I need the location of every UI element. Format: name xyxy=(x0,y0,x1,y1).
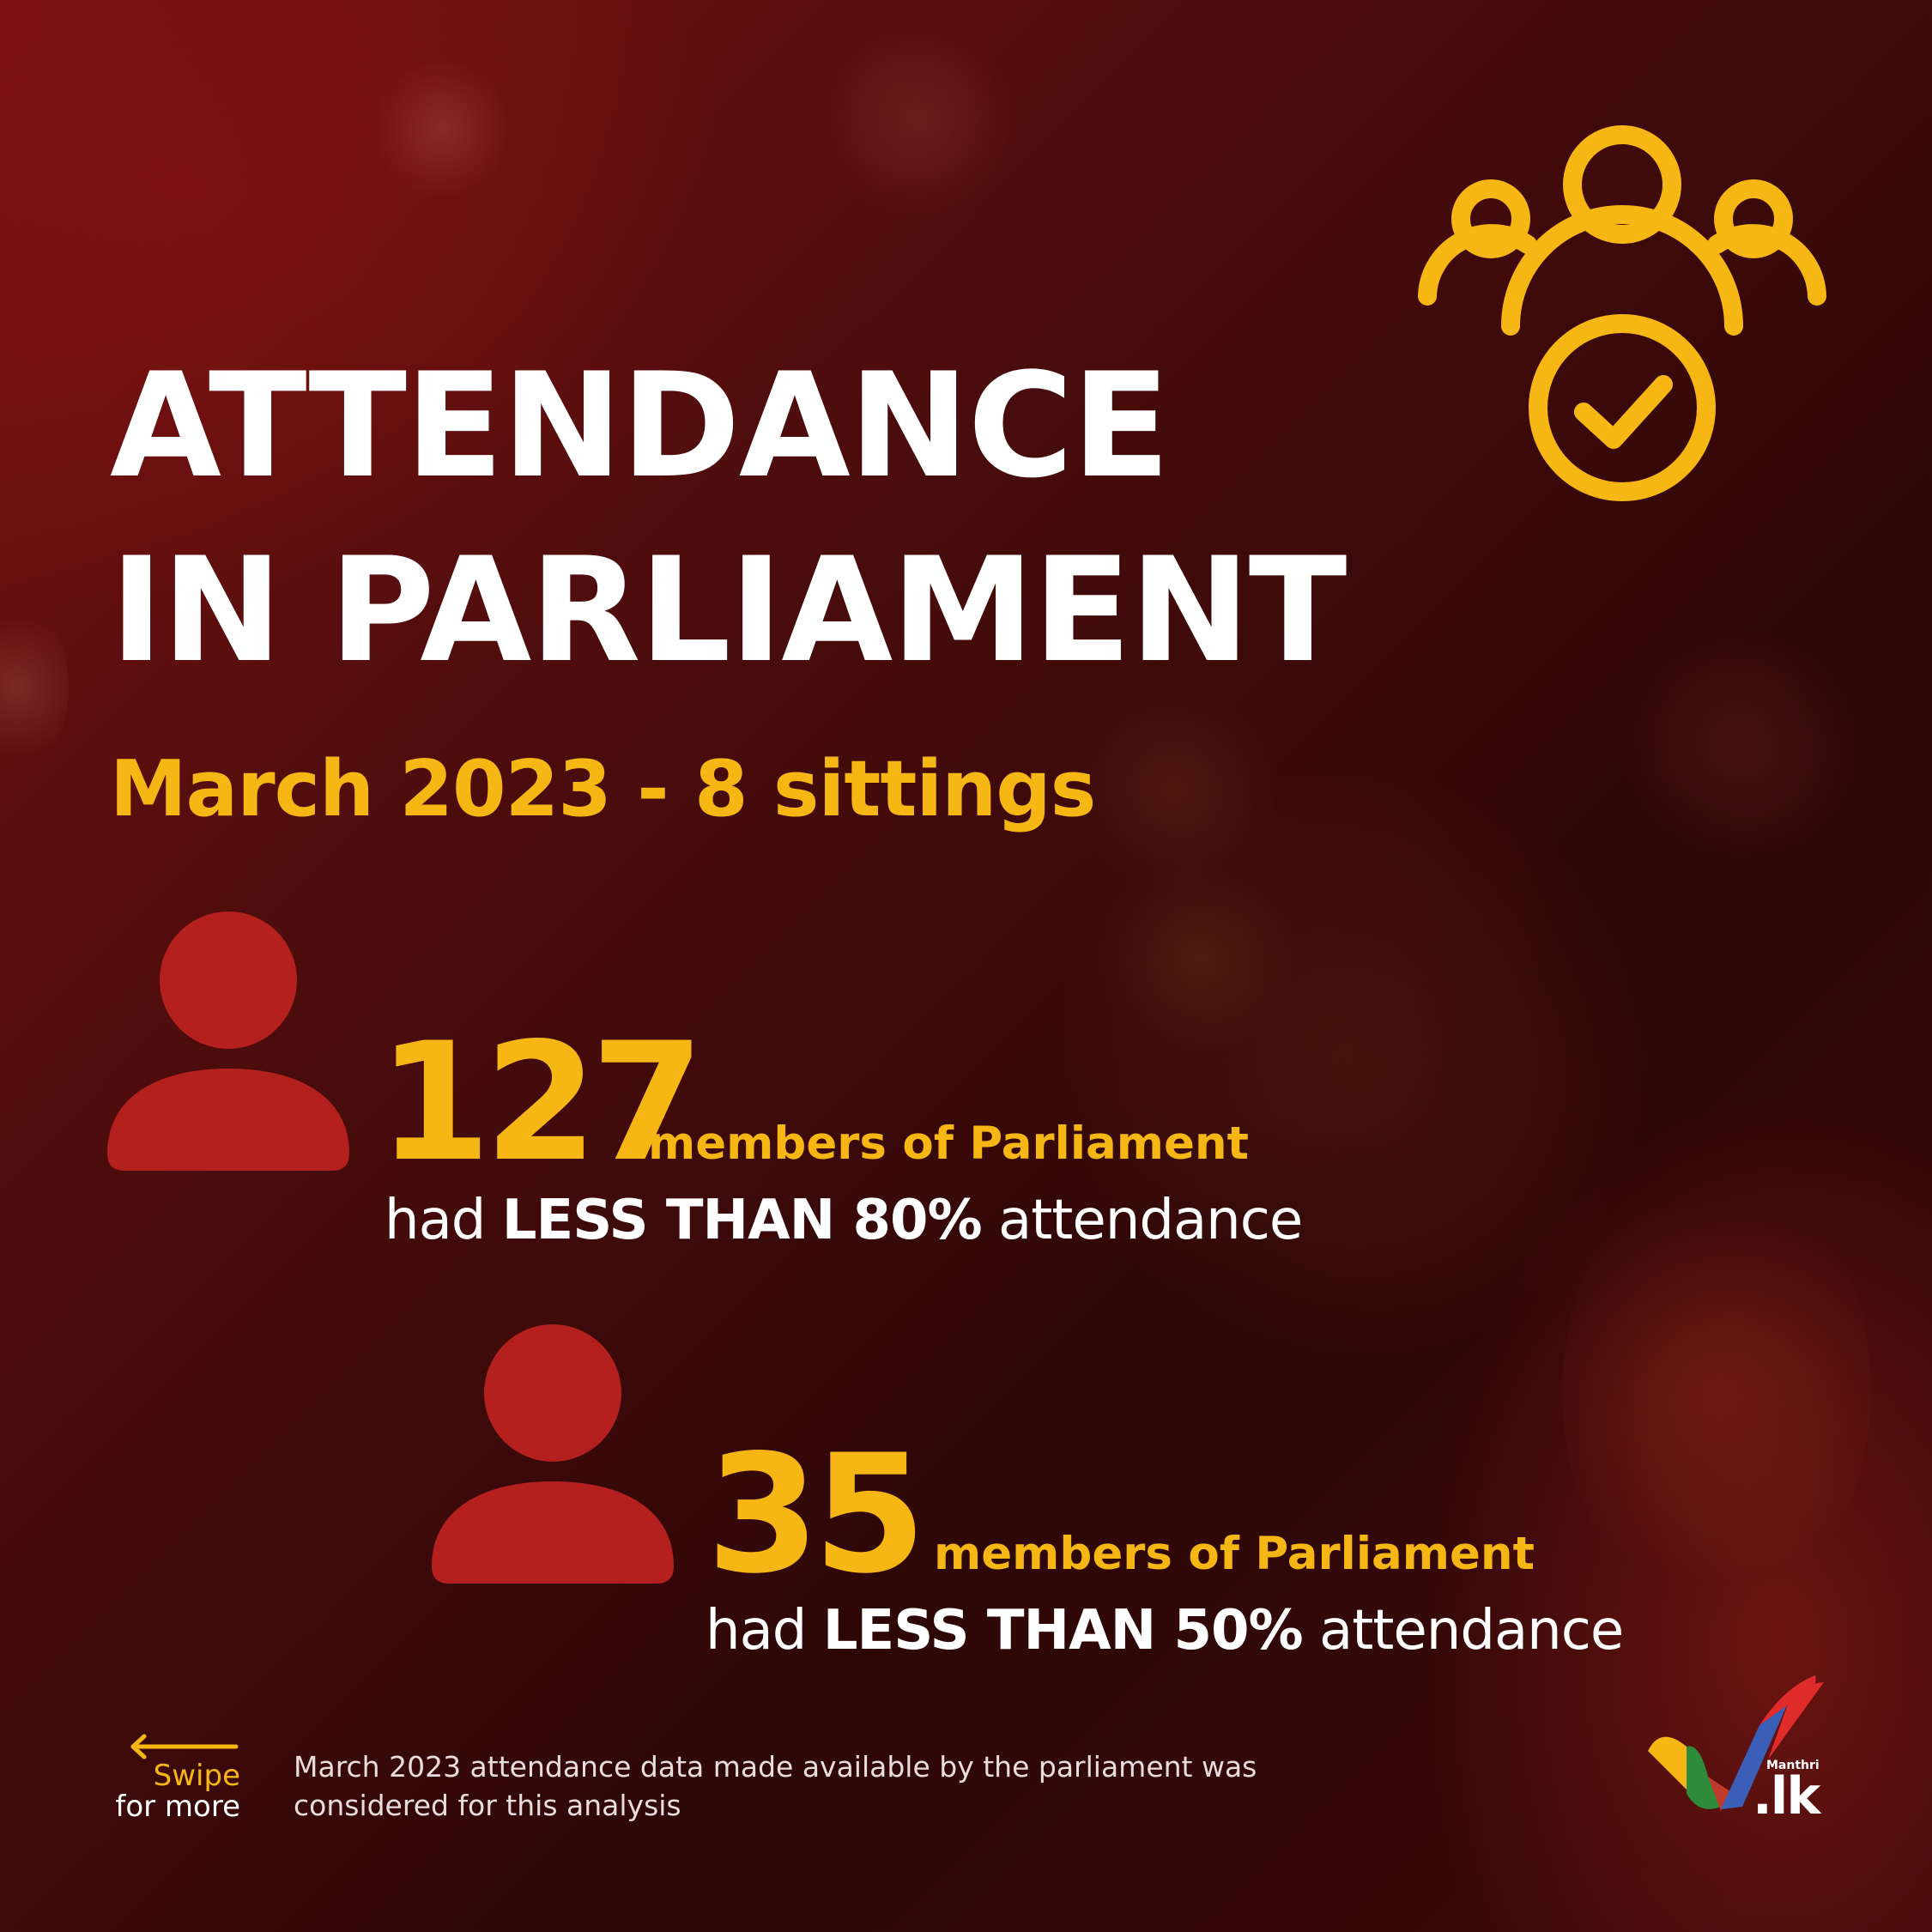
bokeh-decoration xyxy=(824,17,1013,223)
stat-members-label: members of Parliament xyxy=(648,1117,1249,1170)
stat-prefix: had xyxy=(706,1599,823,1662)
manthri-logo: Manthri .lk xyxy=(1639,1665,1837,1828)
stat-emphasis: LESS THAN 50% xyxy=(822,1599,1304,1662)
stat-prefix: had xyxy=(385,1189,502,1252)
arrow-left-icon xyxy=(130,1734,239,1759)
person-icon xyxy=(107,911,349,1171)
bokeh-decoration xyxy=(378,51,506,206)
stat-members-label: members of Parliament xyxy=(934,1528,1535,1580)
swipe-sublabel: for more xyxy=(115,1790,240,1824)
subtitle: March 2023 - 8 sittings xyxy=(110,744,1096,834)
logo-domain-text: .lk xyxy=(1753,1766,1820,1826)
bokeh-decoration xyxy=(1073,687,1279,893)
stat-count-127: 127 xyxy=(378,1008,705,1197)
stat-emphasis: LESS THAN 80% xyxy=(501,1189,983,1252)
logo-small-text: Manthri xyxy=(1766,1759,1820,1772)
swipe-label: Swipe xyxy=(153,1759,240,1793)
stat-suffix: attendance xyxy=(1302,1599,1624,1662)
bokeh-decoration xyxy=(1614,635,1871,858)
group-check-icon xyxy=(1418,125,1826,501)
checkmark-logo-icon xyxy=(1648,1675,1824,1811)
title-line-2: IN PARLIAMENT xyxy=(110,526,1347,694)
stat-count-35: 35 xyxy=(706,1420,926,1609)
footnote: March 2023 attendance data made availabl… xyxy=(294,1750,1257,1822)
person-icon xyxy=(432,1324,674,1584)
bokeh-decoration xyxy=(0,601,69,772)
stat-description: had LESS THAN 50% attendance xyxy=(706,1603,1624,1658)
title-line-1: ATTENDANCE xyxy=(110,342,1171,510)
stat-description: had LESS THAN 80% attendance xyxy=(385,1193,1303,1248)
bokeh-decoration xyxy=(1099,858,1296,1056)
bokeh-decoration xyxy=(1562,1167,1871,1614)
stat-suffix: attendance xyxy=(981,1189,1303,1252)
